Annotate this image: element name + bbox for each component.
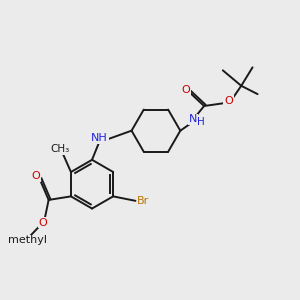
Text: O: O <box>181 85 190 95</box>
Text: Br: Br <box>137 196 150 206</box>
Text: O: O <box>224 96 233 106</box>
Text: methyl: methyl <box>8 236 47 245</box>
Text: methyl: methyl <box>0 299 1 300</box>
Text: N: N <box>189 114 197 124</box>
Text: NH: NH <box>91 133 108 143</box>
Text: CH₃: CH₃ <box>51 144 70 154</box>
Text: methyl_fix: methyl_fix <box>0 299 1 300</box>
Text: H: H <box>197 117 205 127</box>
Text: O: O <box>31 171 40 181</box>
Text: O: O <box>39 218 47 227</box>
